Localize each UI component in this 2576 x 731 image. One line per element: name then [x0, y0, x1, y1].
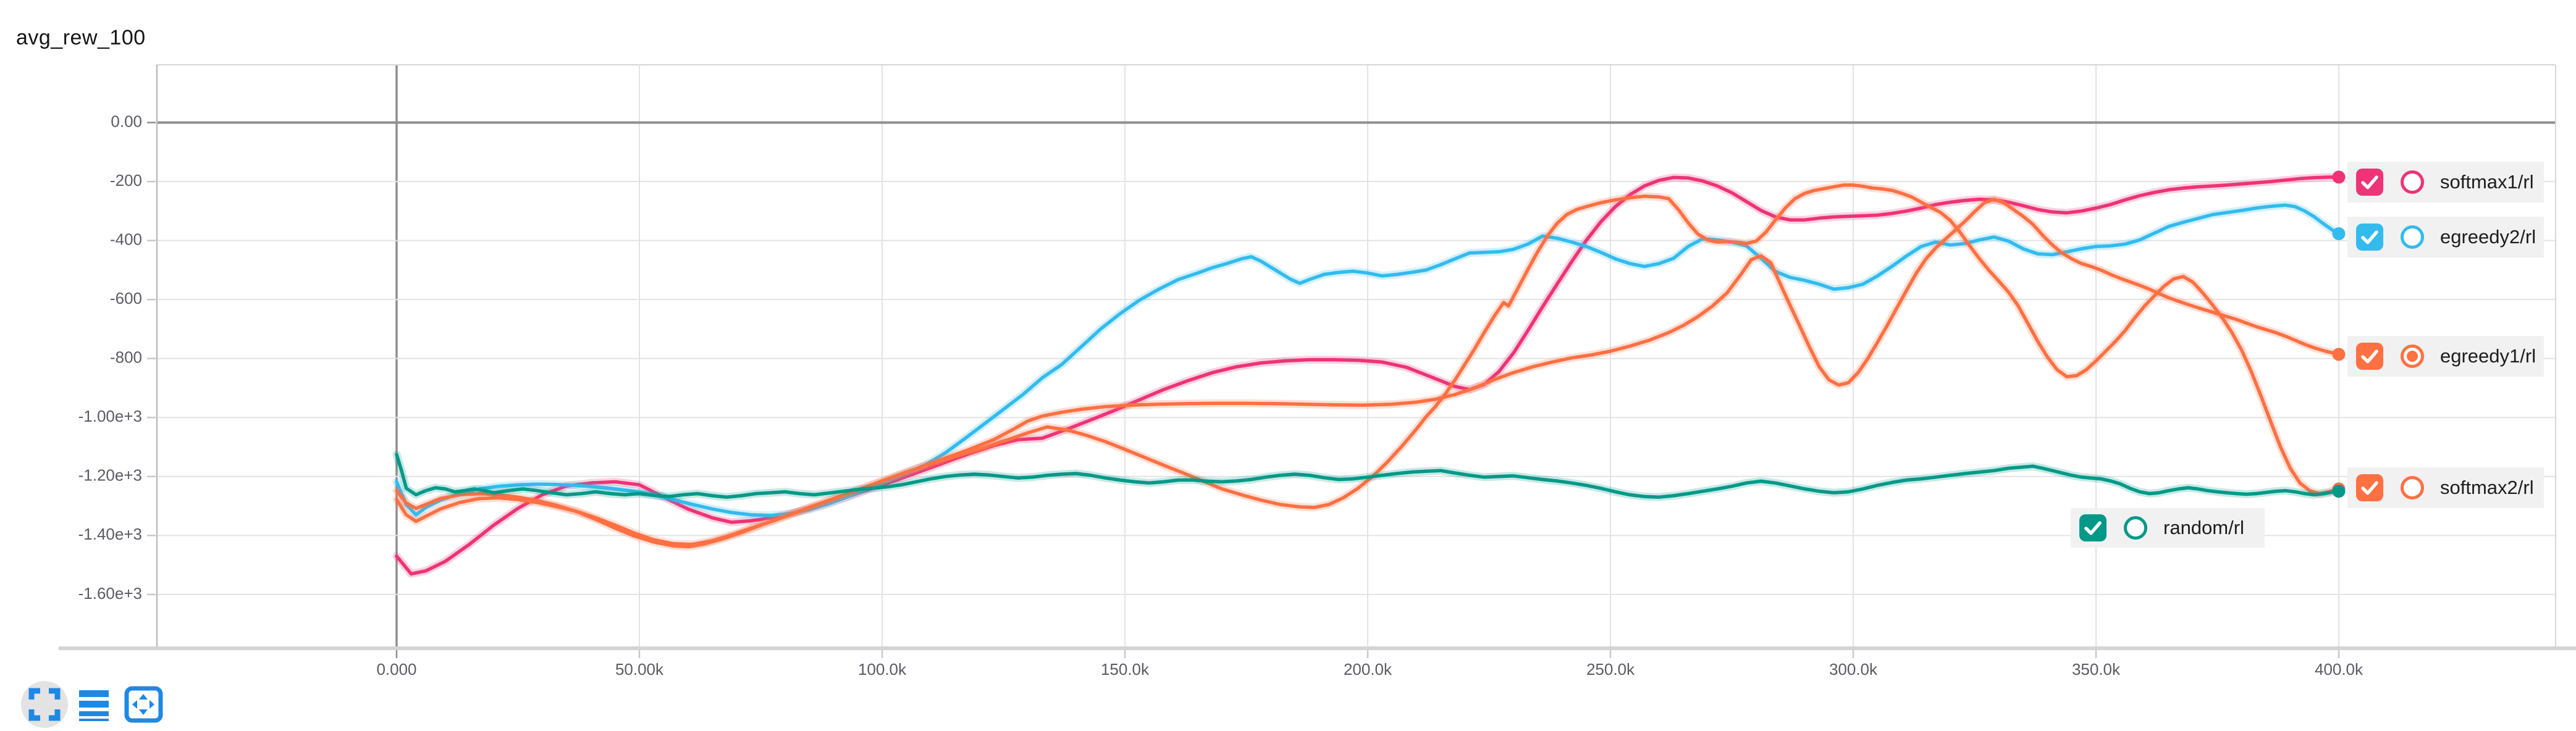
series-end-dot-egreedy2/rl: [2332, 227, 2346, 241]
fullscreen-icon: [28, 688, 61, 721]
fit-domain-icon: [124, 686, 163, 723]
legend-item-random/rl[interactable]: random/rl: [2071, 508, 2265, 548]
legend-item-label: random/rl: [2163, 517, 2244, 538]
legend-item-label: egreedy1/rl: [2440, 345, 2536, 367]
y-tick-label: -600: [110, 289, 142, 307]
checkmark-icon: [2361, 175, 2378, 190]
legend-item-egreedy2/rl[interactable]: egreedy2/rl: [2347, 217, 2544, 257]
run-checkbox[interactable]: [2356, 474, 2383, 501]
legend-item-label: egreedy2/rl: [2440, 226, 2536, 248]
series-end-dot-random/rl: [2332, 485, 2346, 498]
checkmark-icon: [2361, 230, 2378, 244]
series-end-dot-softmax1/rl: [2332, 170, 2346, 184]
checkmark-icon: [2361, 481, 2378, 495]
run-radio[interactable]: [2401, 476, 2424, 499]
x-tick-label: 150.0k: [1101, 660, 1150, 679]
series-line-softmax2/rl[interactable]: [395, 183, 2341, 549]
y-tick-label: -1.60e+3: [78, 584, 142, 603]
legend-item-egreedy1/rl[interactable]: egreedy1/rl: [2347, 336, 2544, 377]
run-radio[interactable]: [2401, 170, 2424, 194]
y-tick-label: 0.00: [111, 112, 142, 130]
card-toolbar: [21, 681, 163, 728]
x-tick-label: 200.0k: [1344, 660, 1392, 679]
chart-title: avg_rew_100: [16, 26, 146, 49]
hover-circle: [21, 681, 68, 728]
y-tick-label: -800: [110, 348, 142, 367]
x-tick-label: 250.0k: [1586, 660, 1635, 679]
y-tick-label: -400: [110, 230, 142, 248]
run-radio[interactable]: [2124, 516, 2147, 540]
legend-item-softmax1/rl[interactable]: softmax1/rl: [2347, 162, 2544, 203]
series-line-random/rl[interactable]: [395, 453, 2341, 499]
run-checkbox[interactable]: [2356, 343, 2383, 370]
series-end-dot-egreedy1/rl: [2332, 348, 2346, 361]
x-tick-label: 400.0k: [2315, 660, 2363, 679]
y-tick-label: -1.20e+3: [78, 466, 142, 485]
run-radio[interactable]: [2401, 225, 2424, 249]
legend-item-softmax2/rl[interactable]: softmax2/rl: [2347, 467, 2544, 508]
run-checkbox[interactable]: [2079, 514, 2107, 541]
y-tick-label: -200: [110, 171, 142, 190]
run-radio-selected[interactable]: [2401, 345, 2424, 368]
x-tick-label: 300.0k: [1829, 660, 1878, 679]
x-tick-label: 350.0k: [2072, 660, 2121, 679]
expand-button[interactable]: [21, 681, 68, 728]
checkmark-icon: [2361, 349, 2378, 364]
fit-domain-button[interactable]: [124, 686, 163, 723]
legend-item-label: softmax1/rl: [2440, 171, 2534, 193]
radio-dot: [2407, 351, 2418, 362]
legend-item-label: softmax2/rl: [2440, 477, 2534, 498]
runs-list-button[interactable]: [79, 690, 109, 721]
y-tick-label: -1.40e+3: [78, 525, 142, 543]
y-tick-label: -1.00e+3: [78, 407, 142, 425]
series-line-egreedy2/rl[interactable]: [395, 203, 2341, 517]
x-tick-label: 50.00k: [615, 660, 664, 679]
x-tick-label: 0.000: [376, 660, 416, 679]
checkmark-icon: [2084, 521, 2102, 535]
hamburger-lines-icon: [79, 690, 109, 721]
run-checkbox[interactable]: [2356, 169, 2383, 196]
run-checkbox[interactable]: [2356, 223, 2383, 251]
x-tick-label: 100.0k: [858, 660, 907, 679]
